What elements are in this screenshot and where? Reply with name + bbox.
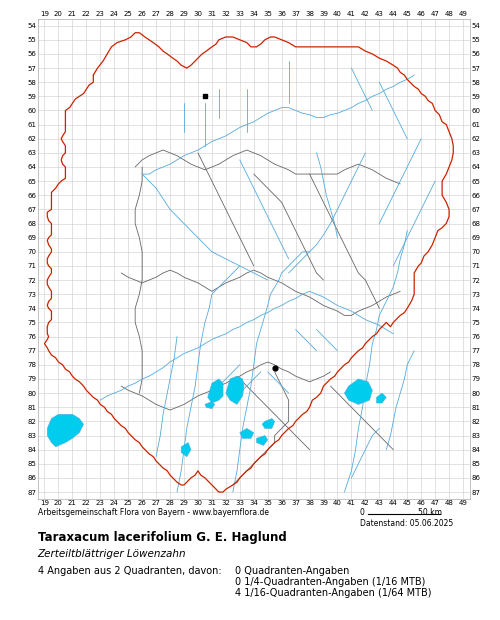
Polygon shape	[208, 379, 223, 403]
Text: Taraxacum lacerifolium G. E. Haglund: Taraxacum lacerifolium G. E. Haglund	[38, 531, 286, 544]
Polygon shape	[256, 435, 268, 445]
Polygon shape	[205, 402, 214, 409]
Polygon shape	[344, 379, 372, 404]
Polygon shape	[226, 376, 244, 404]
Polygon shape	[181, 443, 191, 457]
Text: Arbeitsgemeinschaft Flora von Bayern - www.bayernflora.de: Arbeitsgemeinschaft Flora von Bayern - w…	[38, 508, 268, 518]
Text: 0 Quadranten-Angaben: 0 Quadranten-Angaben	[235, 566, 350, 576]
Polygon shape	[240, 428, 254, 438]
Text: Zerteiltblättriger Löwenzahn: Zerteiltblättriger Löwenzahn	[38, 549, 186, 559]
Text: Datenstand: 05.06.2025: Datenstand: 05.06.2025	[360, 519, 453, 528]
Text: 0: 0	[360, 508, 365, 518]
Text: 4 1/16-Quadranten-Angaben (1/64 MTB): 4 1/16-Quadranten-Angaben (1/64 MTB)	[235, 588, 432, 598]
Polygon shape	[262, 418, 274, 428]
Text: 50 km: 50 km	[418, 508, 442, 518]
Text: 0 1/4-Quadranten-Angaben (1/16 MTB): 0 1/4-Quadranten-Angaben (1/16 MTB)	[235, 577, 426, 587]
Text: 4 Angaben aus 2 Quadranten, davon:: 4 Angaben aus 2 Quadranten, davon:	[38, 566, 221, 576]
Polygon shape	[376, 393, 386, 403]
Polygon shape	[48, 414, 84, 447]
